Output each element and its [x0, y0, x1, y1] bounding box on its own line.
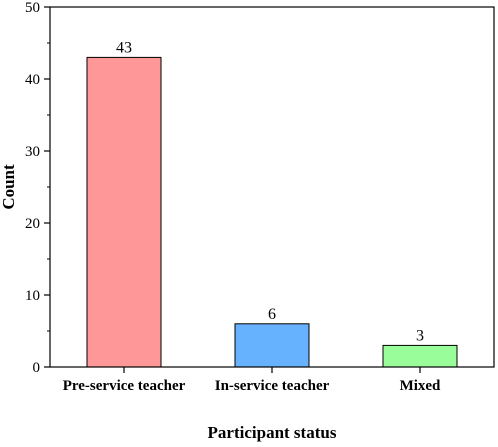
bar: [86, 56, 162, 368]
bar: [382, 344, 458, 368]
y-tick-label: 30: [25, 144, 40, 160]
y-tick-label: 0: [33, 360, 41, 376]
x-tick-label: Mixed: [400, 378, 441, 394]
x-tick-label: In-service teacher: [215, 378, 330, 394]
y-axis-title: Count: [0, 164, 18, 210]
data-label: 6: [268, 306, 276, 323]
y-tick-label: 50: [25, 0, 40, 16]
x-tick-label: Pre-service teacher: [63, 378, 186, 394]
y-tick-label: 20: [25, 216, 40, 232]
bar: [234, 323, 310, 368]
x-axis-title: Participant status: [208, 423, 337, 442]
data-label: 3: [416, 327, 424, 344]
y-tick-label: 10: [25, 288, 40, 304]
y-tick-label: 40: [25, 72, 40, 88]
data-label: 43: [116, 39, 132, 56]
